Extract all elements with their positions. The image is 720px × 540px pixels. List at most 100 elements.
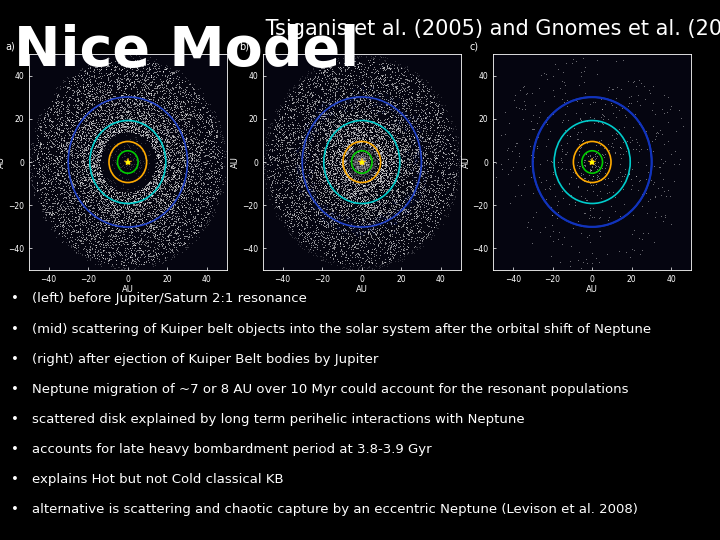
Point	[182, 75, 194, 84]
Point	[294, 163, 306, 172]
Point	[356, 237, 367, 245]
Point	[356, 158, 368, 166]
Point	[390, 105, 401, 113]
Point	[373, 208, 384, 217]
Point	[336, 154, 348, 163]
Point	[152, 223, 163, 232]
Point	[373, 163, 384, 171]
Point	[359, 131, 370, 139]
Point	[102, 62, 114, 71]
Point	[290, 146, 302, 154]
Point	[55, 152, 67, 161]
Point	[168, 136, 179, 145]
Point	[148, 89, 159, 98]
Point	[359, 79, 371, 87]
Point	[324, 134, 336, 143]
Point	[352, 152, 364, 160]
Point	[403, 134, 415, 143]
Point	[362, 146, 374, 155]
Point	[347, 127, 359, 136]
Point	[71, 137, 83, 146]
Point	[130, 188, 141, 197]
Point	[337, 204, 348, 213]
Point	[649, 135, 660, 144]
Point	[298, 122, 310, 131]
Point	[158, 93, 170, 102]
Point	[217, 179, 228, 188]
Point	[206, 193, 217, 201]
Point	[107, 98, 118, 106]
Point	[451, 151, 462, 160]
Point	[413, 143, 424, 152]
Point	[79, 197, 91, 206]
Point	[119, 257, 130, 266]
Point	[325, 219, 337, 228]
Point	[297, 101, 309, 110]
Point	[163, 155, 175, 164]
Point	[415, 168, 426, 177]
Point	[336, 150, 347, 159]
Point	[112, 98, 123, 106]
Point	[160, 163, 171, 171]
Point	[178, 145, 189, 153]
Point	[173, 240, 184, 249]
Point	[114, 227, 126, 236]
Point	[387, 120, 399, 129]
Point	[408, 202, 420, 211]
Text: explains Hot but not Cold classical KB: explains Hot but not Cold classical KB	[32, 473, 284, 486]
Point	[371, 130, 382, 139]
Point	[401, 222, 413, 231]
Point	[43, 194, 55, 203]
Point	[400, 194, 411, 202]
Point	[161, 176, 172, 184]
Point	[83, 213, 94, 221]
Point	[372, 197, 383, 205]
Point	[194, 232, 205, 241]
Point	[49, 183, 60, 191]
Point	[364, 166, 375, 174]
Point	[42, 183, 54, 191]
Point	[101, 207, 112, 216]
Point	[374, 201, 385, 210]
Point	[333, 176, 344, 184]
Point	[327, 99, 338, 108]
Point	[384, 123, 395, 131]
Point	[378, 199, 390, 207]
Point	[355, 137, 366, 146]
Point	[157, 104, 168, 113]
Point	[179, 170, 191, 179]
Point	[66, 144, 78, 152]
Point	[354, 141, 365, 150]
Point	[339, 168, 351, 177]
Point	[354, 167, 365, 176]
Point	[122, 193, 133, 202]
Point	[114, 205, 126, 213]
Point	[76, 160, 88, 169]
Point	[82, 140, 94, 149]
Point	[394, 194, 405, 203]
Point	[57, 171, 68, 179]
Point	[164, 88, 176, 97]
Point	[124, 194, 135, 202]
Point	[124, 94, 135, 103]
Point	[359, 178, 370, 186]
Point	[217, 175, 228, 184]
Point	[325, 233, 336, 241]
Point	[357, 87, 369, 96]
Point	[382, 206, 394, 214]
Point	[200, 195, 212, 204]
Point	[194, 84, 206, 92]
Point	[216, 176, 228, 184]
Point	[347, 213, 359, 222]
Point	[394, 215, 405, 224]
Point	[122, 217, 134, 226]
Point	[343, 71, 354, 80]
Point	[326, 250, 338, 259]
Point	[102, 71, 113, 79]
Point	[373, 139, 384, 147]
Point	[354, 157, 366, 166]
Point	[358, 128, 369, 137]
Point	[311, 193, 323, 201]
Point	[397, 168, 409, 177]
Point	[49, 113, 60, 122]
